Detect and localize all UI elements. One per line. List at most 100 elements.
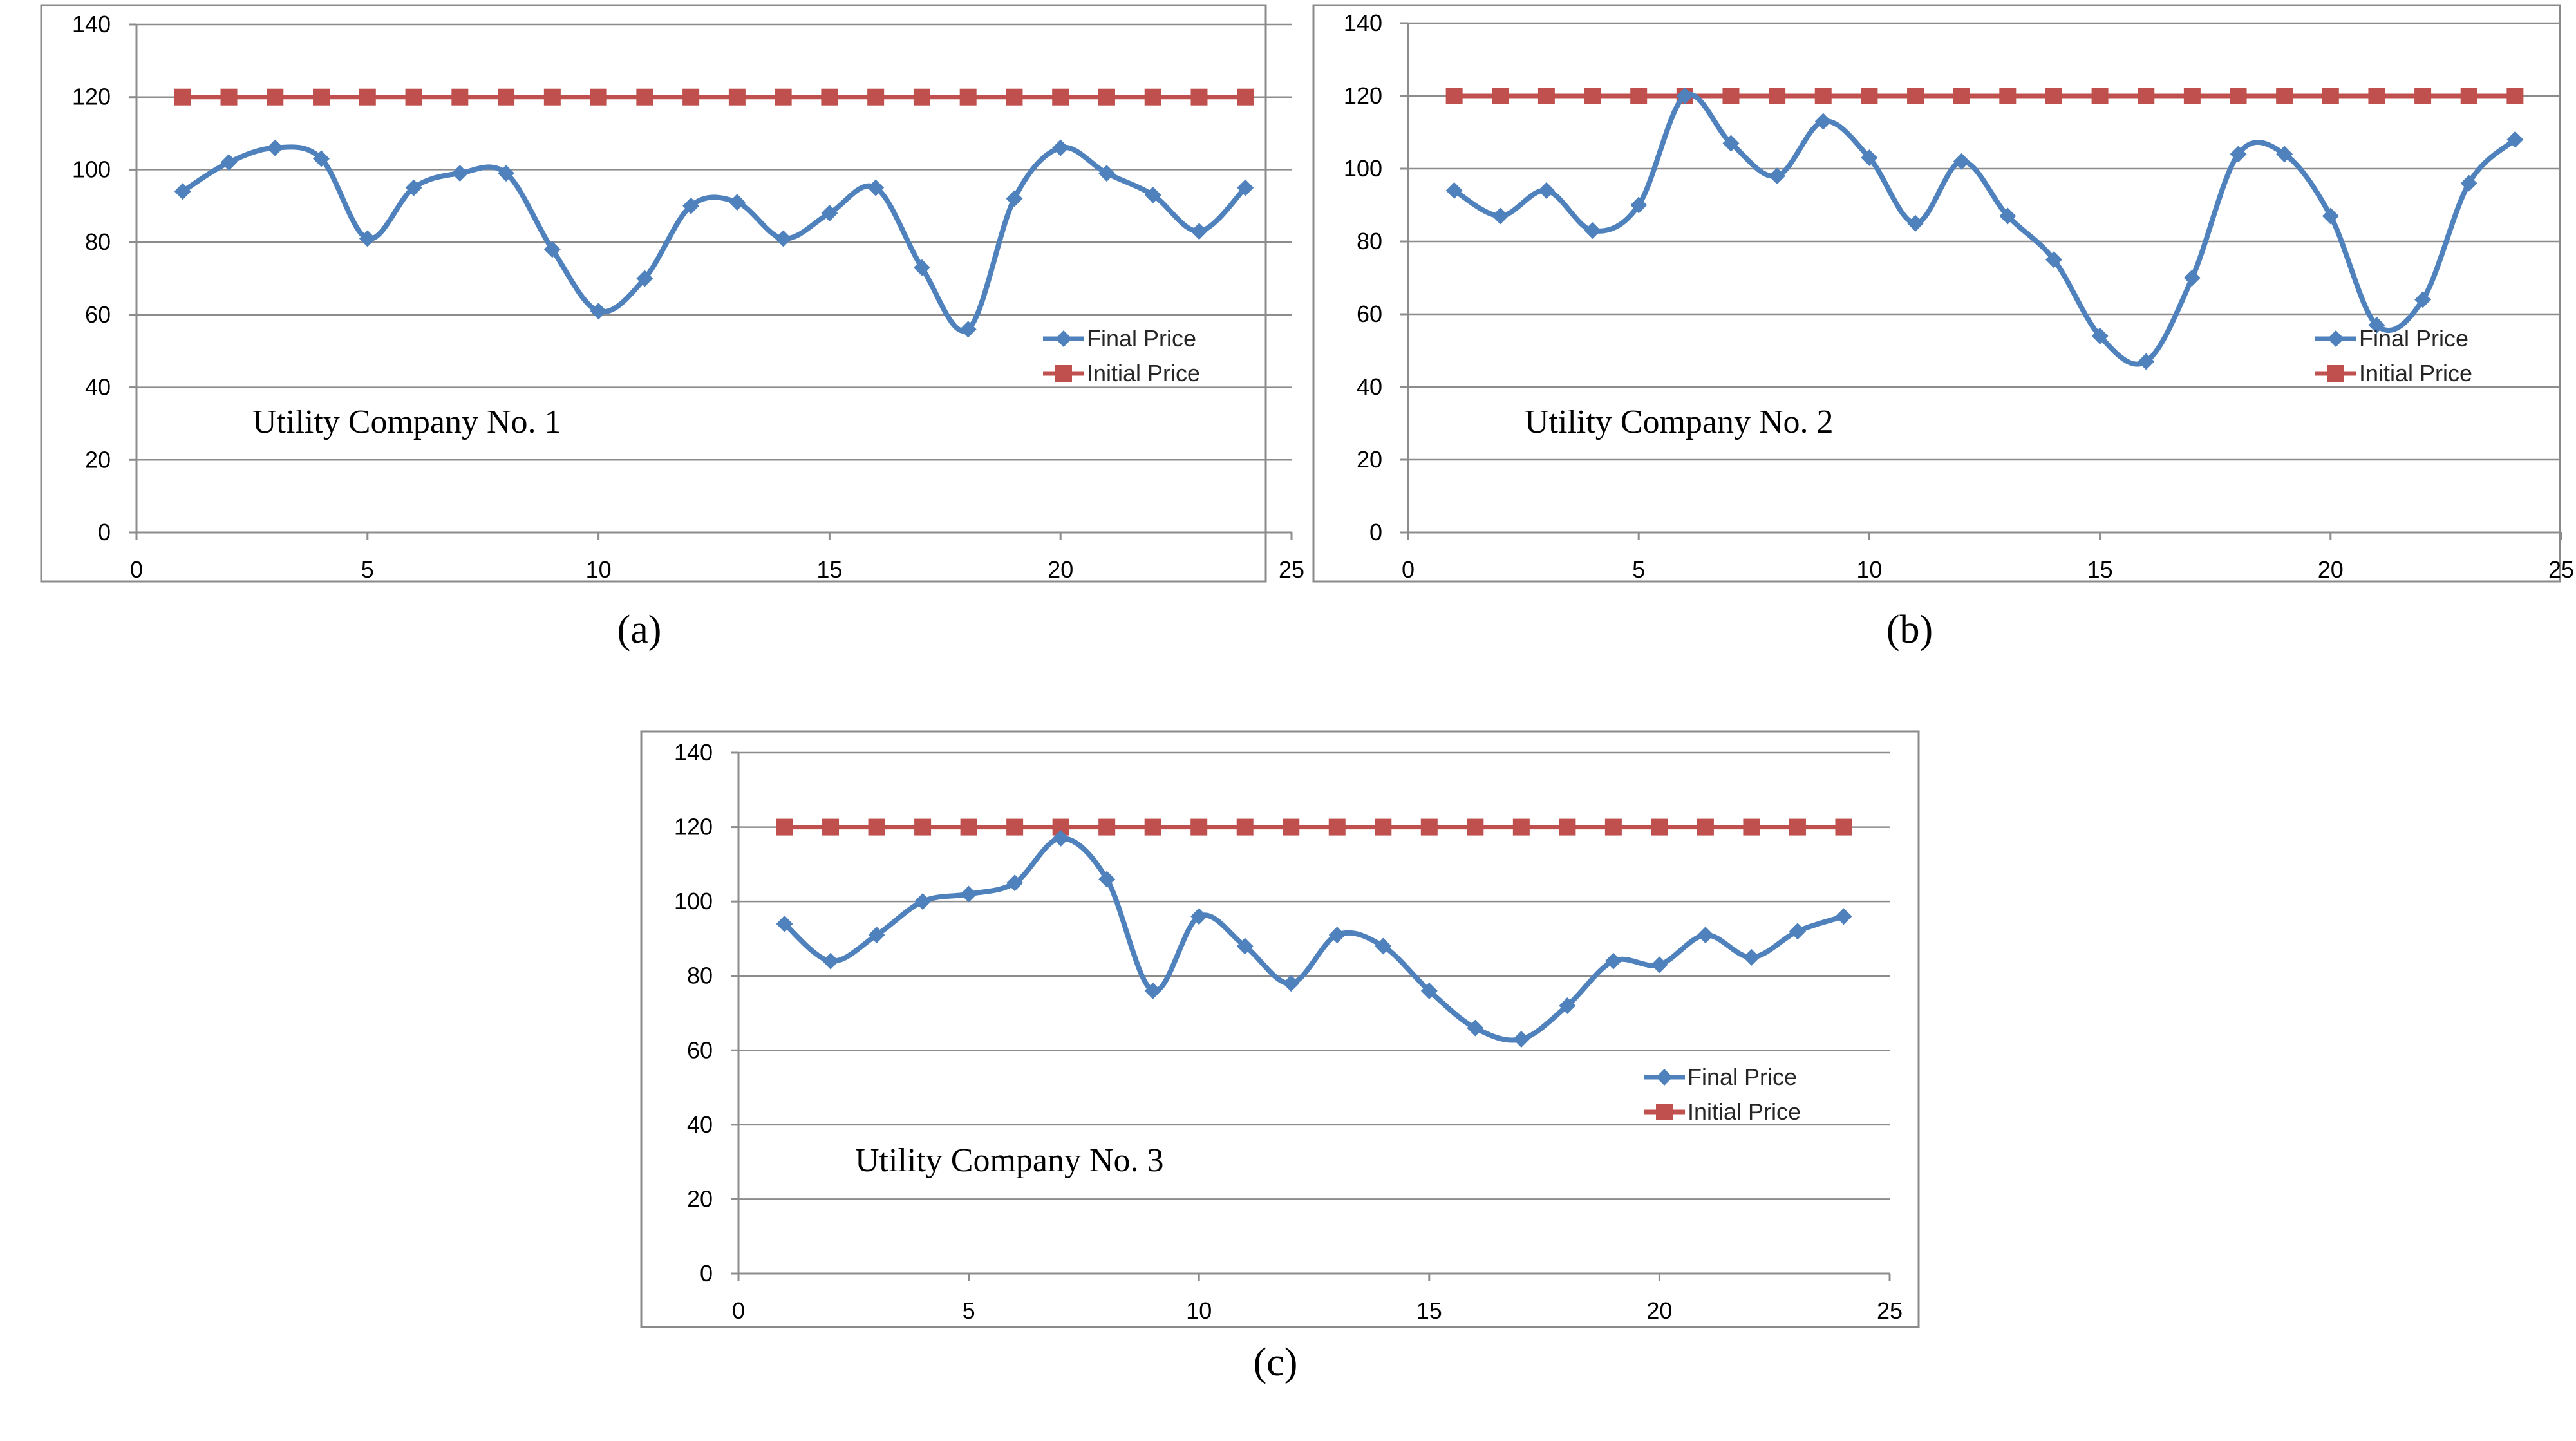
- point-initial-price: [1190, 818, 1208, 836]
- legend-marker-initial-price: [1656, 1104, 1673, 1120]
- point-final-price: [2230, 146, 2247, 163]
- point-initial-price: [1144, 88, 1161, 106]
- legend-marker-final-price: [2327, 330, 2344, 347]
- point-final-price: [728, 194, 746, 211]
- y-tick-label: 100: [674, 888, 713, 914]
- point-initial-price: [1236, 818, 1254, 836]
- point-final-price: [1283, 975, 1300, 992]
- point-initial-price: [960, 818, 977, 836]
- point-initial-price: [1006, 818, 1024, 836]
- point-final-price: [1237, 179, 1254, 196]
- point-initial-price: [313, 88, 330, 106]
- point-initial-price: [1537, 88, 1555, 104]
- point-initial-price: [1584, 88, 1601, 104]
- y-tick-label: 80: [1357, 228, 1382, 254]
- point-final-price: [1236, 937, 1254, 955]
- point-initial-price: [1697, 818, 1714, 836]
- point-initial-price: [1907, 88, 1924, 104]
- point-initial-price: [1467, 818, 1484, 836]
- point-final-price: [220, 154, 238, 171]
- chart-title: Utility Company No. 1: [252, 404, 561, 440]
- point-initial-price: [822, 818, 840, 836]
- point-initial-price: [2506, 88, 2524, 104]
- point-initial-price: [590, 88, 607, 106]
- point-initial-price: [359, 88, 376, 106]
- point-final-price: [1999, 207, 2017, 225]
- point-final-price: [636, 270, 653, 287]
- point-initial-price: [821, 88, 838, 106]
- y-tick-label: 40: [1357, 373, 1382, 400]
- point-final-price: [1052, 829, 1069, 847]
- point-initial-price: [1237, 88, 1254, 106]
- point-final-price: [1722, 135, 1740, 152]
- point-initial-price: [174, 88, 191, 106]
- chart-2: 0 20 40 60 80 100 120 140 0 5 10 15 20 25 Utility Comp…: [1312, 4, 2574, 652]
- point-final-price: [868, 927, 885, 944]
- chart-3: 0 20 40 60 80 100 120 140 0 5 10 15 20 25 Utility Comp…: [640, 730, 1920, 1384]
- point-final-price: [359, 230, 376, 247]
- point-initial-price: [636, 88, 653, 106]
- y-tick-label: 20: [1357, 446, 1382, 473]
- x-tick-label: 0: [130, 556, 143, 583]
- point-initial-price: [914, 818, 932, 836]
- point-initial-price: [2414, 88, 2432, 104]
- y-tick-label: 140: [1344, 10, 1382, 36]
- point-final-price: [1651, 956, 1668, 974]
- point-initial-price: [1375, 818, 1392, 836]
- chart-title: Utility Company No. 2: [1525, 404, 1834, 440]
- point-initial-price: [1789, 818, 1806, 836]
- point-initial-price: [776, 818, 793, 836]
- point-initial-price: [2322, 88, 2339, 104]
- point-initial-price: [1492, 88, 1509, 104]
- point-final-price: [1144, 982, 1161, 999]
- panel-caption: (a): [617, 608, 662, 652]
- x-tick-label: 10: [1856, 556, 1882, 583]
- legend-label-final-price: Final Price: [1688, 1064, 1797, 1090]
- point-final-price: [1537, 182, 1555, 199]
- x-tick-label: 5: [361, 556, 374, 583]
- point-initial-price: [2368, 88, 2385, 104]
- point-initial-price: [1283, 818, 1300, 836]
- point-final-price: [1584, 222, 1601, 240]
- point-final-price: [1098, 871, 1116, 888]
- x-tick-label: 25: [1877, 1297, 1903, 1324]
- point-final-price: [1006, 874, 1024, 892]
- point-initial-price: [498, 88, 515, 106]
- y-tick-label: 0: [1369, 519, 1382, 545]
- point-final-price: [2276, 146, 2293, 163]
- point-initial-price: [2460, 88, 2477, 104]
- point-final-price: [498, 165, 515, 182]
- point-final-price: [451, 165, 469, 182]
- y-tick-label: 60: [1357, 301, 1382, 327]
- point-initial-price: [775, 88, 792, 106]
- point-final-price: [1328, 927, 1346, 944]
- point-final-price: [776, 915, 793, 932]
- x-tick-label: 20: [1646, 1297, 1672, 1324]
- legend-label-initial-price: Initial Price: [1087, 360, 1200, 386]
- point-initial-price: [543, 88, 561, 106]
- point-initial-price: [728, 88, 746, 106]
- panel-caption: (b): [1886, 608, 1933, 652]
- series-initial-price: [174, 88, 1254, 106]
- point-initial-price: [1743, 818, 1760, 836]
- point-final-price: [1835, 908, 1852, 925]
- point-final-price: [1052, 139, 1069, 156]
- x-tick-label: 5: [963, 1297, 975, 1324]
- legend: Final Price Initial Price: [2315, 325, 2472, 386]
- point-final-price: [1676, 88, 1693, 104]
- point-initial-price: [1630, 88, 1648, 104]
- point-initial-price: [451, 88, 469, 106]
- point-initial-price: [2230, 88, 2247, 104]
- point-final-price: [2460, 174, 2477, 192]
- point-initial-price: [220, 88, 238, 106]
- point-initial-price: [1861, 88, 1878, 104]
- point-final-price: [1743, 948, 1760, 966]
- chart-frame: [640, 730, 1920, 1328]
- point-initial-price: [1835, 818, 1852, 836]
- series-final-price: [776, 829, 1852, 1048]
- x-tick-label: 5: [1632, 556, 1645, 583]
- y-tick-label: 140: [72, 11, 111, 37]
- point-final-price: [1559, 997, 1576, 1014]
- point-final-price: [1814, 113, 1832, 130]
- point-final-price: [2091, 327, 2109, 344]
